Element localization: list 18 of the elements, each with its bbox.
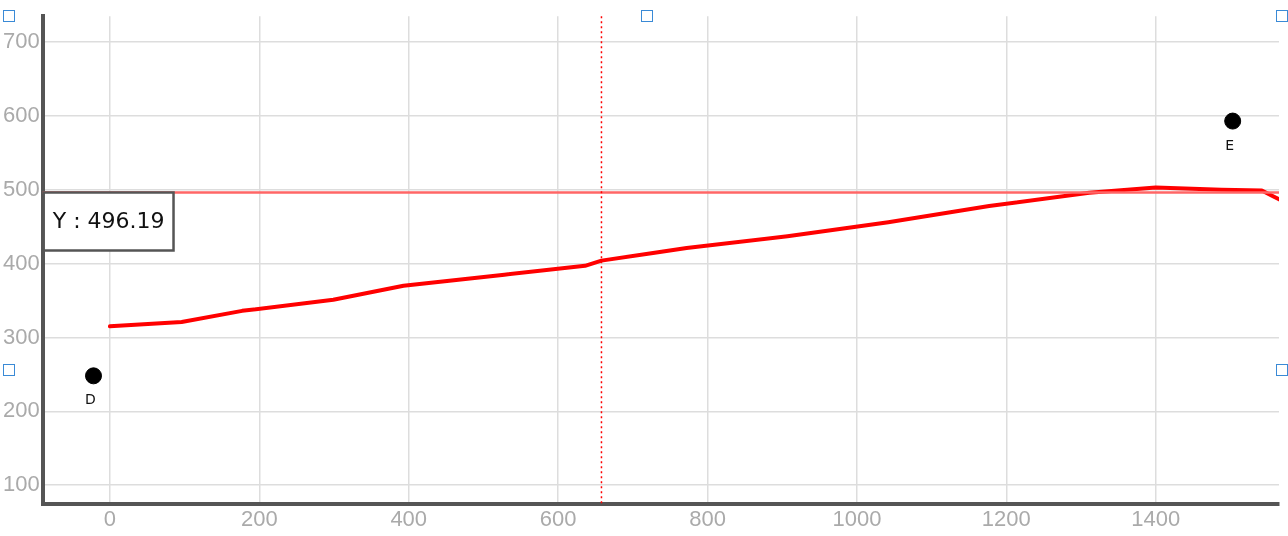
ref-line-label: Y : 496.19 [51,208,165,234]
x-tick-label: 1000 [832,505,882,531]
y-tick-label: 700 [2,28,40,54]
y-tick-label: 300 [2,323,40,349]
x-tick-label: 0 [103,505,117,531]
y-tick-label: 200 [2,397,40,423]
x-tick-label: 600 [539,505,577,531]
y-tick-label: 500 [2,175,40,201]
y-tick-label: 400 [2,249,40,275]
annotation: D [85,391,96,408]
x-tick-label: 800 [689,505,726,531]
x-tick-label: 1400 [1131,505,1181,531]
x-tick-label: 200 [240,505,278,531]
x-tick-label: 1200 [981,505,1031,531]
annotation: E [1225,136,1235,153]
y-tick-label: 100 [2,471,40,497]
x-tick-label: 400 [390,505,428,531]
y-tick-label: 600 [2,101,40,127]
